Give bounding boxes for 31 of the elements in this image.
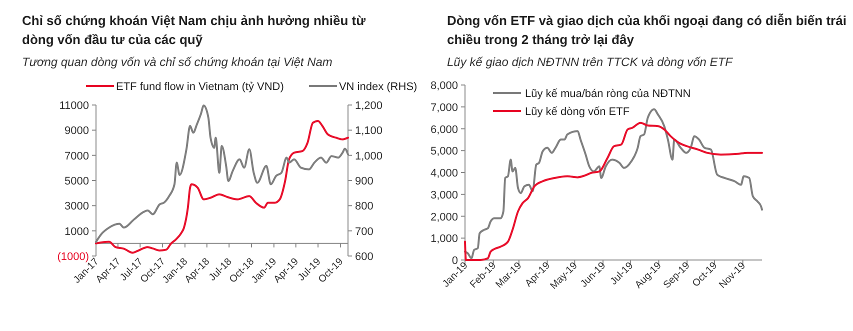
y-tick-label: 5000 [64, 176, 89, 188]
chart-title: Dòng vốn ETF và giao dịch của khối ngoại đang có diễn biến trái chiều trong 2 tháng trở lại đây [447, 13, 846, 47]
y-tick-label: 3,000 [430, 189, 458, 202]
legend-label: Lũy kế dòng vốn ETF [525, 106, 630, 118]
y-tick-label: 1000 [64, 226, 89, 238]
y-tick-label: 9000 [64, 125, 89, 138]
y2-tick-label: 800 [355, 200, 374, 213]
y2-tick-label: 1,000 [355, 150, 383, 162]
y-tick-label: 5,000 [430, 146, 458, 158]
legend-label: VN index (RHS) [338, 81, 418, 93]
legend-label: ETF fund flow in Vietnam (tỷ VND) [116, 81, 284, 93]
y-tick-label: 0 [452, 255, 458, 267]
y2-tick-label: 600 [355, 251, 374, 263]
chart-subtitle: Tương quan dòng vốn và chỉ số chứng khoán tại Việt Nam [22, 55, 332, 69]
y-tick-label: 3000 [64, 200, 89, 213]
y2-tick-label: 1,100 [355, 125, 383, 138]
y2-tick-label: 1,200 [355, 100, 383, 112]
y-tick-label: 8,000 [430, 80, 458, 92]
y2-tick-label: 700 [355, 226, 374, 238]
y-tick-label: 1,000 [430, 233, 458, 246]
chart-title: Chỉ số chứng khoán Việt Nam chịu ảnh hưởng nhiều từ dòng vốn đầu tư của các quỹ [22, 13, 366, 47]
y-tick-label: 6,000 [430, 124, 458, 136]
y-tick-label: 11000 [59, 100, 89, 112]
line-series [95, 120, 349, 254]
y-tick-label: 2,000 [430, 211, 458, 224]
chart-subtitle: Lũy kế giao dịch NĐTNN trên TTCK và dòng vốn ETF [447, 55, 734, 69]
y-tick-label: 7,000 [430, 102, 458, 114]
y-tick-label: 7000 [64, 150, 89, 162]
y2-tick-label: 900 [355, 176, 374, 188]
legend-label: Lũy kế mua/bán ròng của NĐTNN [525, 88, 691, 100]
y-tick-label: 4,000 [430, 168, 458, 180]
